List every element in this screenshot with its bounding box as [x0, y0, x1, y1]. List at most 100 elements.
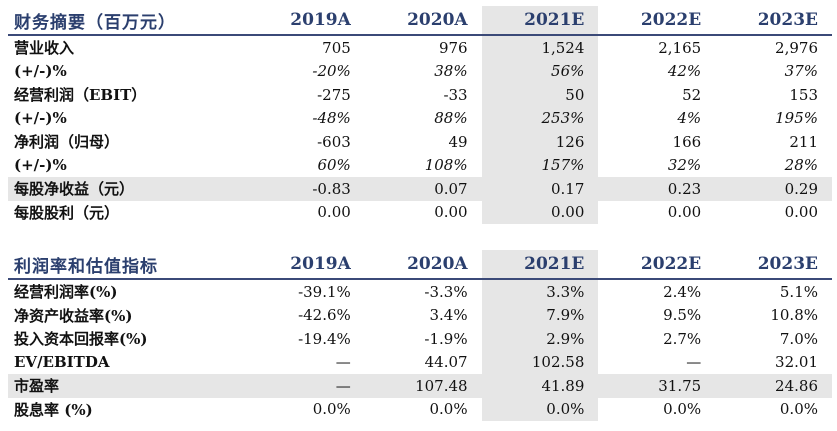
cell: 0.00 [667, 203, 702, 222]
table-header-row: 财务摘要（百万元） 2019A 2020A 2021E 2022E 2023E [8, 6, 832, 36]
cell: 7.0% [779, 329, 818, 348]
cell: 7.9% [481, 303, 599, 327]
row-label: 净资产收益率(%) [14, 306, 133, 325]
year-header: 2023E [715, 250, 832, 280]
cell: 253% [481, 106, 599, 130]
cell: 2.9% [481, 327, 599, 351]
cell: 1,524 [481, 35, 599, 60]
row-label: 投入资本回报率(%) [14, 330, 148, 349]
cell: -275 [317, 85, 351, 104]
cell: 24.86 [715, 374, 832, 398]
row-label: 经营利润率(%) [14, 283, 118, 302]
financial-summary-table: 财务摘要（百万元） 2019A 2020A 2021E 2022E 2023E … [8, 6, 832, 224]
cell: 42% [667, 62, 702, 81]
row-label: 市盈率 [8, 374, 248, 398]
table-row: 净资产收益率(%) -42.6% 3.4% 7.9% 9.5% 10.8% [8, 303, 832, 327]
table-row: (+/-)% 60% 108% 157% 32% 28% [8, 153, 832, 177]
table-row: EV/EBITDA — 44.07 102.58 — 32.01 [8, 350, 832, 374]
cell: 108% [424, 156, 468, 175]
row-label: 经营利润（EBIT） [14, 86, 147, 105]
cell: -3.3% [424, 282, 468, 301]
table-row: 股息率 (%) 0.0% 0.0% 0.0% 0.0% 0.0% [8, 397, 832, 421]
cell: 3.4% [429, 306, 468, 325]
table-row: 每股股利（元） 0.00 0.00 0.00 0.00 0.00 [8, 200, 832, 224]
table-title: 利润率和估值指标 [8, 250, 248, 280]
cell: 0.00 [317, 203, 351, 222]
row-label: (+/-)% [14, 62, 67, 81]
year-header: 2021E [481, 250, 599, 280]
cell: 37% [784, 62, 818, 81]
cell: — [686, 353, 702, 372]
cell: 2.7% [663, 329, 702, 348]
cell: 0.00 [784, 203, 818, 222]
year-header: 2023E [715, 6, 832, 36]
row-label: 每股净收益（元） [8, 177, 248, 201]
cell: 0.0% [779, 400, 818, 419]
cell: 28% [784, 156, 818, 175]
cell: -19.4% [298, 329, 351, 348]
cell: -1.9% [424, 329, 468, 348]
cell: 126 [481, 130, 599, 154]
cell: 4% [677, 109, 702, 128]
row-label: 每股股利（元） [14, 203, 120, 222]
cell: 166 [672, 132, 702, 151]
cell: 32.01 [775, 353, 818, 372]
year-header: 2019A [248, 6, 365, 36]
row-label: (+/-)% [14, 156, 67, 175]
cell: 31.75 [598, 374, 716, 398]
cell: 0.07 [364, 177, 482, 201]
year-header: 2021E [481, 6, 599, 36]
cell: -0.83 [248, 177, 365, 201]
cell: 2.4% [663, 282, 702, 301]
row-label: 股息率 (%) [14, 400, 93, 419]
cell: -603 [317, 132, 351, 151]
table-title: 财务摘要（百万元） [8, 6, 248, 36]
year-header: 2022E [598, 6, 716, 36]
cell: 0.00 [481, 200, 599, 224]
cell: 50 [481, 83, 599, 107]
cell: 102.58 [481, 350, 599, 374]
table-row: (+/-)% -20% 38% 56% 42% 37% [8, 59, 832, 83]
cell: 5.1% [779, 282, 818, 301]
cell: 9.5% [663, 306, 702, 325]
cell: 0.0% [429, 400, 468, 419]
cell: 0.0% [312, 400, 351, 419]
table-row: 净利润（归母） -603 49 126 166 211 [8, 130, 832, 154]
year-header: 2020A [364, 6, 482, 36]
cell: 3.3% [481, 279, 599, 304]
cell: 0.0% [481, 397, 599, 421]
year-header: 2022E [598, 250, 716, 280]
margin-valuation-table: 利润率和估值指标 2019A 2020A 2021E 2022E 2023E 经… [8, 250, 832, 421]
cell: 38% [434, 62, 468, 81]
cell: 41.89 [481, 374, 599, 398]
cell: 705 [322, 38, 351, 57]
cell: — [248, 374, 365, 398]
table-row: 投入资本回报率(%) -19.4% -1.9% 2.9% 2.7% 7.0% [8, 327, 832, 351]
table-row: (+/-)% -48% 88% 253% 4% 195% [8, 106, 832, 130]
cell: 0.23 [598, 177, 716, 201]
year-header: 2020A [364, 250, 482, 280]
table-row: 市盈率 — 107.48 41.89 31.75 24.86 [8, 374, 832, 398]
cell: 49 [448, 132, 468, 151]
table-row: 每股净收益（元） -0.83 0.07 0.17 0.23 0.29 [8, 177, 832, 201]
cell: 107.48 [364, 374, 482, 398]
year-header: 2019A [248, 250, 365, 280]
cell: 0.0% [663, 400, 702, 419]
table-row: 经营利润（EBIT） -275 -33 50 52 153 [8, 83, 832, 107]
cell: -48% [312, 109, 351, 128]
cell: 10.8% [770, 306, 818, 325]
cell: 2,165 [658, 38, 702, 57]
cell: 0.17 [481, 177, 599, 201]
cell: 60% [317, 156, 351, 175]
cell: — [335, 353, 351, 372]
table-row: 经营利润率(%) -39.1% -3.3% 3.3% 2.4% 5.1% [8, 279, 832, 304]
row-label: (+/-)% [14, 109, 67, 128]
cell: 0.29 [715, 177, 832, 201]
cell: -33 [443, 85, 468, 104]
cell: 211 [789, 132, 818, 151]
cell: 153 [789, 85, 818, 104]
cell: 44.07 [424, 353, 468, 372]
cell: 195% [775, 109, 818, 128]
cell: 0.00 [434, 203, 468, 222]
cell: -42.6% [298, 306, 351, 325]
